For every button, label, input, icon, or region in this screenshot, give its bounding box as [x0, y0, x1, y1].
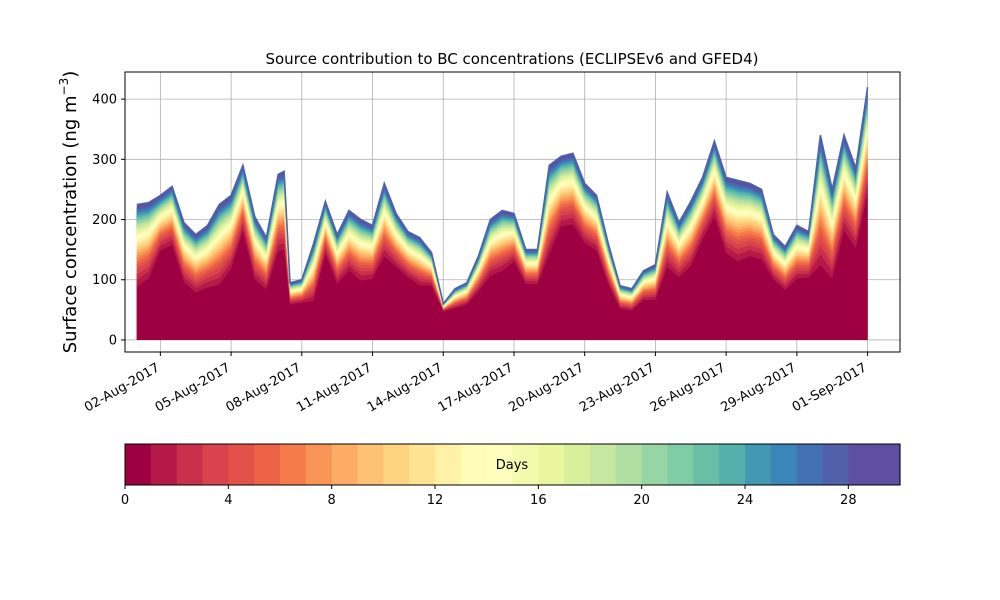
- y-tick-label: 100: [92, 273, 117, 288]
- colorbar-tick-label: 20: [633, 493, 650, 508]
- colorbar-tick-label: 0: [121, 493, 129, 508]
- stacked-area-layers: [136, 87, 868, 341]
- colorbar-segment: [460, 444, 488, 485]
- colorbar-tick-label: 4: [224, 493, 232, 508]
- plot-frame: [124, 71, 901, 353]
- colorbar-segment: [125, 444, 152, 485]
- colorbar-segment: [693, 444, 720, 485]
- colorbar-segment: [331, 444, 359, 485]
- colorbar-segment: [228, 444, 255, 485]
- colorbar-frame: [124, 443, 901, 486]
- colorbar-segment: [564, 444, 591, 485]
- colorbar-segment: [641, 444, 669, 485]
- x-axis-ticks: 02-Aug-201705-Aug-201708-Aug-201711-Aug-…: [82, 352, 870, 416]
- colorbar-label: Days: [496, 458, 529, 473]
- total-line: [136, 86, 869, 306]
- colorbar-segment: [822, 444, 849, 485]
- x-tick-label: 05-Aug-2017: [153, 360, 233, 415]
- colorbar-tick-label: 12: [427, 493, 444, 508]
- y-axis-label: Surface concentration (ng m−3): [57, 71, 81, 354]
- x-tick-label: 29-Aug-2017: [719, 360, 799, 415]
- colorbar-segment: [202, 444, 229, 485]
- colorbar-segment: [512, 444, 539, 485]
- colorbar-segment: [667, 444, 694, 485]
- y-axis-label-text: Surface concentration (ng m: [60, 95, 81, 353]
- x-tick-label: 17-Aug-2017: [436, 360, 516, 415]
- x-tick-label: 20-Aug-2017: [506, 360, 586, 415]
- y-tick-label: 400: [92, 93, 117, 108]
- colorbar-tick-label: 16: [530, 493, 547, 508]
- colorbar-segment: [848, 444, 875, 485]
- colorbar-ticks: 0 4 8 12 16 20 24 28: [121, 485, 857, 508]
- colorbar-segment: [254, 444, 281, 485]
- colorbar-segment: [745, 444, 772, 485]
- colorbar-segment: [435, 444, 462, 485]
- colorbar-segment: [357, 444, 384, 485]
- colorbar-segment: [176, 444, 204, 485]
- colorbar-segment: [280, 444, 307, 485]
- colorbar-segment: [538, 444, 565, 485]
- x-tick-label: 26-Aug-2017: [648, 360, 728, 415]
- x-tick-label: 11-Aug-2017: [294, 360, 374, 415]
- colorbar-segment: [770, 444, 798, 485]
- colorbar-segment: [383, 444, 410, 485]
- colorbar-segment: [305, 444, 333, 485]
- total-outline: [136, 86, 869, 306]
- y-tick-label: 200: [92, 213, 117, 228]
- y-tick-label: 300: [92, 153, 117, 168]
- x-tick-label: 01-Sep-2017: [790, 360, 870, 415]
- colorbar-tick-label: 8: [328, 493, 336, 508]
- colorbar-segment: [719, 444, 746, 485]
- area-layer-day-0: [136, 194, 868, 340]
- colorbar-segment: [409, 444, 436, 485]
- y-axis-label-close: ): [60, 71, 81, 78]
- colorbar-segment: [874, 444, 901, 485]
- x-tick-label: 14-Aug-2017: [365, 360, 445, 415]
- colorbar-segment: [150, 444, 178, 485]
- y-axis-ticks: 0 100 200 300 400: [92, 93, 125, 348]
- colorbar-segment: [796, 444, 824, 485]
- colorbar: [125, 444, 901, 485]
- x-tick-label: 08-Aug-2017: [223, 360, 303, 415]
- x-tick-label: 23-Aug-2017: [577, 360, 657, 415]
- chart-title: Source contribution to BC concentrations…: [265, 50, 758, 68]
- colorbar-tick-label: 24: [737, 493, 754, 508]
- colorbar-segment: [590, 444, 617, 485]
- x-tick-label: 02-Aug-2017: [82, 360, 162, 415]
- y-axis-label-superscript: −3: [57, 78, 71, 96]
- y-tick-label: 0: [109, 333, 117, 348]
- colorbar-segment: [615, 444, 643, 485]
- colorbar-tick-label: 28: [840, 493, 857, 508]
- colorbar-segment: [486, 444, 514, 485]
